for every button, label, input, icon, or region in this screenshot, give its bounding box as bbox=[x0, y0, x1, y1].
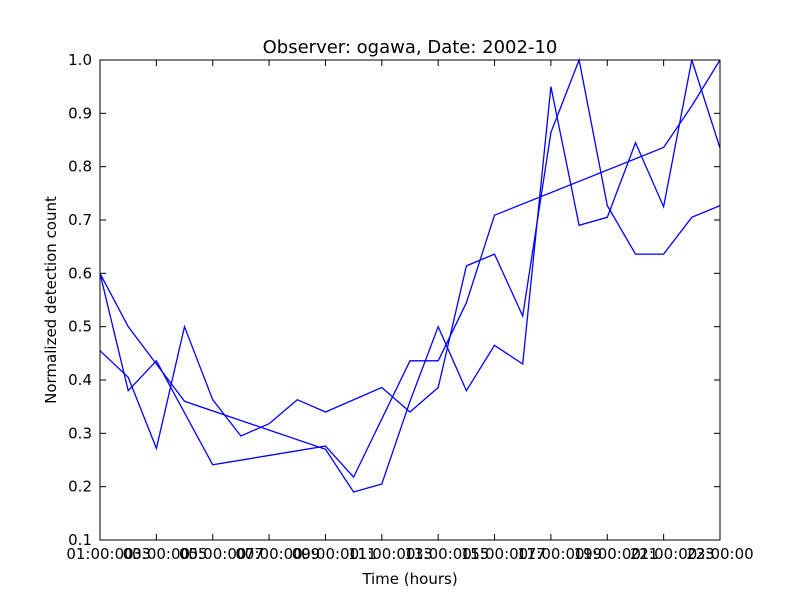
x-tick-label: 05 bbox=[188, 545, 207, 563]
tick-layer: 0.1 0.2 0.3 0.4 0.5 0.6 0.7 0.8 0.9 1.0 01:00:0003… bbox=[66, 51, 753, 563]
chart-title: Observer: ogawa, Date: 2002-10 bbox=[263, 37, 558, 58]
x-tick-label: 03 bbox=[132, 545, 151, 563]
x-tick-label: 05:00:00 bbox=[179, 545, 246, 563]
x-tick-label: 15 bbox=[470, 545, 489, 563]
y-tick-label: 0.2 bbox=[68, 478, 92, 496]
y-tick-label: 1.0 bbox=[68, 51, 92, 69]
y-tick-label: 0.5 bbox=[68, 318, 92, 336]
series-layer bbox=[99, 57, 721, 493]
plot-frame bbox=[99, 59, 721, 541]
x-axis-label: Time (hours) bbox=[361, 570, 457, 588]
x-tick-label: 15:00:00 bbox=[461, 545, 528, 563]
x-tick-label: 07 bbox=[245, 545, 264, 563]
y-tick-label: 0.1 bbox=[68, 531, 92, 549]
x-tick-label: 19:00:00 bbox=[574, 545, 641, 563]
series-line-2 bbox=[99, 57, 721, 451]
series-line-3 bbox=[99, 59, 721, 479]
y-tick-label: 0.6 bbox=[68, 264, 92, 282]
series-line-1 bbox=[99, 59, 721, 493]
x-tick-label: 03:00:00 bbox=[123, 545, 190, 563]
y-axis-label: Normalized detection count bbox=[42, 196, 60, 404]
x-tick-label: 07:00:00 bbox=[235, 545, 302, 563]
x-tick-label: 11:00:00 bbox=[348, 545, 415, 563]
y-tick-label: 0.7 bbox=[68, 211, 92, 229]
x-tick-label: 19 bbox=[583, 545, 602, 563]
x-tick-label: 21 bbox=[639, 545, 658, 563]
x-tick-label: 21:00:00 bbox=[630, 545, 697, 563]
y-tick-label: 0.3 bbox=[68, 424, 92, 442]
x-tick-label: 01:00:00 bbox=[66, 545, 133, 563]
x-tick-label: 17:00:00 bbox=[517, 545, 584, 563]
x-tick-label: 11 bbox=[357, 545, 376, 563]
x-tick-label: 09:00:00 bbox=[292, 545, 359, 563]
y-tick-label: 0.9 bbox=[68, 104, 92, 122]
x-tick-label: 09 bbox=[301, 545, 320, 563]
x-tick-label: 23:00:00 bbox=[686, 545, 753, 563]
x-tick-label: 13:00:00 bbox=[404, 545, 471, 563]
x-tick-label: 23 bbox=[696, 545, 715, 563]
x-tick-label: 13 bbox=[414, 545, 433, 563]
y-tick-label: 0.4 bbox=[68, 371, 92, 389]
x-tick-label: 17 bbox=[527, 545, 546, 563]
y-tick-label: 0.8 bbox=[68, 158, 92, 176]
